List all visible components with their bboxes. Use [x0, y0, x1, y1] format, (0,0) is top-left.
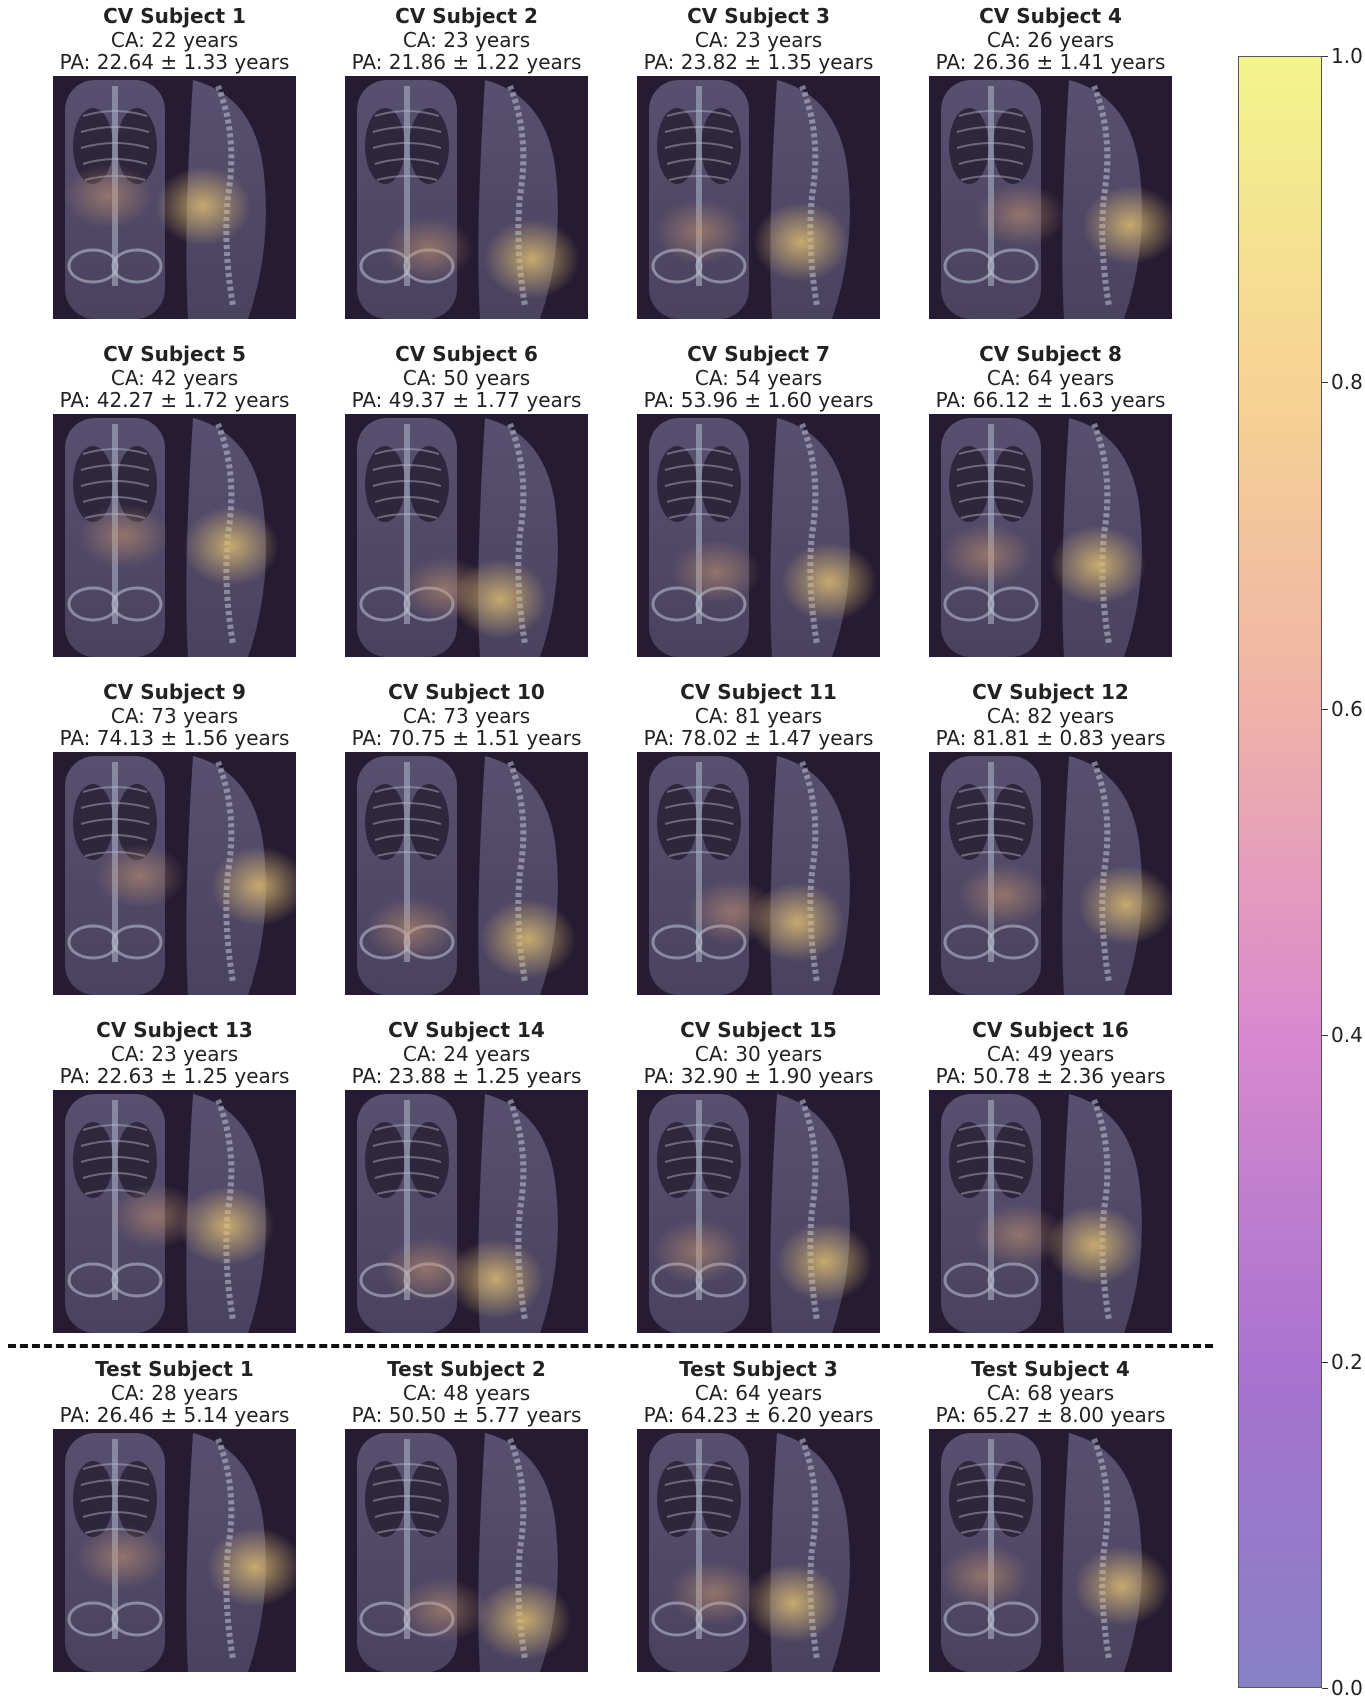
panel-title: CV Subject 10 [388, 680, 545, 704]
panel-title: CV Subject 6 [395, 342, 538, 366]
chronological-age: CA: 23 years [110, 1042, 239, 1066]
predicted-age: PA: 22.64 ± 1.33 years [59, 50, 290, 74]
chronological-age: CA: 23 years [402, 28, 531, 52]
panel-title: CV Subject 14 [388, 1018, 545, 1042]
predicted-age: PA: 22.63 ± 1.25 years [59, 1064, 290, 1088]
panel-title: CV Subject 15 [680, 1018, 837, 1042]
body-scan-image [53, 1429, 296, 1672]
predicted-age: PA: 49.37 ± 1.77 years [351, 388, 582, 412]
body-scan-image [345, 752, 588, 995]
body-scan-image [929, 76, 1172, 319]
colorbar-tick-mark [1322, 709, 1328, 710]
predicted-age: PA: 66.12 ± 1.63 years [935, 388, 1166, 412]
chronological-age: CA: 48 years [402, 1381, 531, 1405]
body-scan-image [929, 414, 1172, 657]
body-scan-image [637, 76, 880, 319]
colorbar-tick-label: 0.2 [1331, 1350, 1363, 1374]
predicted-age: PA: 23.88 ± 1.25 years [351, 1064, 582, 1088]
body-scan-image [53, 1090, 296, 1333]
panel-title: CV Subject 11 [680, 680, 837, 704]
body-scan-image [929, 1090, 1172, 1333]
colorbar-tick-label: 0.6 [1331, 697, 1363, 721]
panel-title: CV Subject 12 [972, 680, 1129, 704]
chronological-age: CA: 73 years [402, 704, 531, 728]
colorbar-tick-mark [1322, 56, 1328, 57]
chronological-age: CA: 50 years [402, 366, 531, 390]
chronological-age: CA: 64 years [694, 1381, 823, 1405]
panel-title: CV Subject 7 [687, 342, 830, 366]
panel-title: Test Subject 4 [971, 1357, 1130, 1381]
body-scan-image [929, 1429, 1172, 1672]
colorbar-tick-label: 0.8 [1331, 370, 1363, 394]
predicted-age: PA: 32.90 ± 1.90 years [643, 1064, 874, 1088]
cv-test-divider [8, 1344, 1213, 1348]
predicted-age: PA: 64.23 ± 6.20 years [643, 1403, 874, 1427]
colorbar-tick-label: 1.0 [1331, 44, 1363, 68]
chronological-age: CA: 68 years [986, 1381, 1115, 1405]
chronological-age: CA: 64 years [986, 366, 1115, 390]
chronological-age: CA: 26 years [986, 28, 1115, 52]
colorbar-tick-label: 0.0 [1331, 1676, 1363, 1700]
body-scan-image [637, 1090, 880, 1333]
colorbar-tick-mark [1322, 1688, 1328, 1689]
panel-title: CV Subject 5 [103, 342, 246, 366]
body-scan-image [345, 414, 588, 657]
body-scan-image [345, 76, 588, 319]
chronological-age: CA: 81 years [694, 704, 823, 728]
chronological-age: CA: 73 years [110, 704, 239, 728]
predicted-age: PA: 53.96 ± 1.60 years [643, 388, 874, 412]
predicted-age: PA: 50.78 ± 2.36 years [935, 1064, 1166, 1088]
body-scan-image [345, 1429, 588, 1672]
body-scan-image [53, 76, 296, 319]
panel-title: CV Subject 3 [687, 4, 830, 28]
body-scan-image [637, 1429, 880, 1672]
body-scan-image [637, 414, 880, 657]
predicted-age: PA: 78.02 ± 1.47 years [643, 726, 874, 750]
panel-title: Test Subject 3 [679, 1357, 838, 1381]
predicted-age: PA: 23.82 ± 1.35 years [643, 50, 874, 74]
predicted-age: PA: 50.50 ± 5.77 years [351, 1403, 582, 1427]
predicted-age: PA: 42.27 ± 1.72 years [59, 388, 290, 412]
panel-title: CV Subject 13 [96, 1018, 253, 1042]
panel-title: CV Subject 1 [103, 4, 246, 28]
predicted-age: PA: 65.27 ± 8.00 years [935, 1403, 1166, 1427]
panel-title: CV Subject 8 [979, 342, 1122, 366]
predicted-age: PA: 21.86 ± 1.22 years [351, 50, 582, 74]
panel-title: CV Subject 9 [103, 680, 246, 704]
chronological-age: CA: 28 years [110, 1381, 239, 1405]
chronological-age: CA: 82 years [986, 704, 1115, 728]
colorbar-tick-mark [1322, 1362, 1328, 1363]
chronological-age: CA: 22 years [110, 28, 239, 52]
colorbar-tick-mark [1322, 1035, 1328, 1036]
predicted-age: PA: 74.13 ± 1.56 years [59, 726, 290, 750]
panel-title: Test Subject 1 [95, 1357, 254, 1381]
predicted-age: PA: 26.46 ± 5.14 years [59, 1403, 290, 1427]
body-scan-image [345, 1090, 588, 1333]
predicted-age: PA: 81.81 ± 0.83 years [935, 726, 1166, 750]
chronological-age: CA: 24 years [402, 1042, 531, 1066]
body-scan-image [53, 752, 296, 995]
chronological-age: CA: 42 years [110, 366, 239, 390]
body-scan-image [637, 752, 880, 995]
panel-title: CV Subject 16 [972, 1018, 1129, 1042]
panel-title: CV Subject 4 [979, 4, 1122, 28]
panel-title: CV Subject 2 [395, 4, 538, 28]
panel-title: Test Subject 2 [387, 1357, 546, 1381]
colorbar-tick-label: 0.4 [1331, 1023, 1363, 1047]
chronological-age: CA: 54 years [694, 366, 823, 390]
body-scan-image [929, 752, 1172, 995]
body-scan-image [53, 414, 296, 657]
predicted-age: PA: 70.75 ± 1.51 years [351, 726, 582, 750]
predicted-age: PA: 26.36 ± 1.41 years [935, 50, 1166, 74]
chronological-age: CA: 49 years [986, 1042, 1115, 1066]
colorbar-tick-mark [1322, 382, 1328, 383]
chronological-age: CA: 30 years [694, 1042, 823, 1066]
chronological-age: CA: 23 years [694, 28, 823, 52]
colorbar [1238, 56, 1322, 1688]
